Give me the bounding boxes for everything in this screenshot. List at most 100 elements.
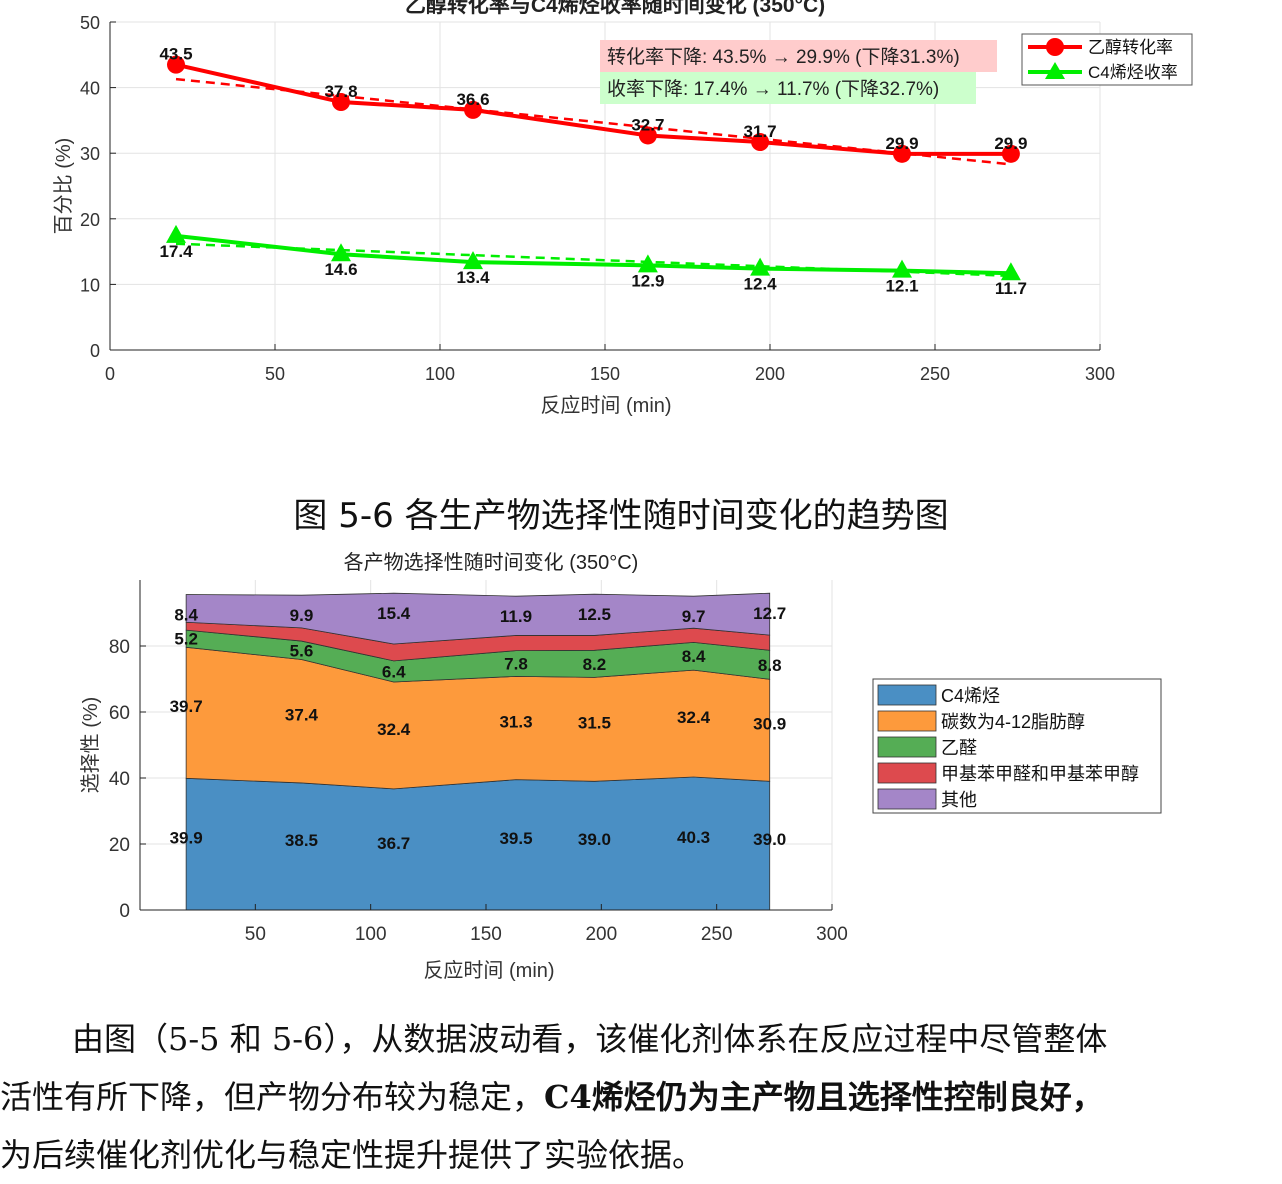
data-label: 12.5 [578,605,611,624]
y-tick-label: 80 [109,637,130,658]
data-label: 31.5 [578,714,611,733]
data-label: 43.5 [159,45,192,64]
data-point [1001,144,1020,163]
data-label: 5.2 [174,630,198,649]
legend-label: 乙醇转化率 [1088,38,1173,57]
data-label: 37.8 [324,82,357,101]
annotation-text: 转化率下降: 43.5% → 29.9% (下降31.3%) [607,46,960,68]
paragraph-line-2: 活性有所下降，但产物分布较为稳定，C4烯烃仍为主产物且选择性控制良好， [0,1068,1282,1126]
y-tick-label: 50 [80,13,100,33]
annotation-box [600,72,976,104]
data-label: 15.4 [377,604,411,623]
data-label: 12.1 [885,277,918,296]
y-tick-label: 10 [80,275,100,295]
y-tick-label: 30 [80,144,100,164]
selectivity-area-chart: 39.9 38.5 36.7 39.5 39.0 40.3 39.0 39.7 37.4 32.4… [79,551,1162,982]
data-point [638,126,657,145]
data-point [1000,262,1021,281]
data-point [331,243,351,262]
legend-marker [1045,62,1065,79]
x-tick-label: 50 [265,364,285,384]
y-tick-label: 60 [109,703,130,724]
x-tick-label: 50 [245,924,266,945]
data-label: 36.6 [456,90,489,109]
trend-line [175,77,1012,166]
data-label: 39.9 [170,829,203,848]
data-point [166,224,186,243]
x-tick-label: 150 [590,364,620,384]
data-label: 38.5 [285,831,318,850]
data-label: 8.8 [758,656,782,675]
paragraph-line-3: 为后续催化剂优化与稳定性提升提供了实验依据。 [0,1136,705,1174]
paragraph-line-1: 由图（5-5 和 5-6），从数据波动看，该催化剂体系在反应过程中尽管整体 [72,1020,1108,1058]
x-tick-label: 100 [355,924,387,945]
x-axis-title: 反应时间 (min) [423,959,554,982]
data-label: 12.7 [753,604,786,623]
data-label: 14.6 [324,260,357,279]
data-label: 12.9 [631,271,664,290]
y-axis-title: 选择性 (%) [79,697,102,794]
data-label: 39.5 [499,829,532,848]
x-tick-label: 250 [920,364,950,384]
data-label: 8.2 [583,655,607,674]
legend-swatch [877,710,937,732]
data-label: 6.4 [382,662,406,681]
data-label: 29.9 [994,134,1027,153]
data-point [332,93,350,112]
data-point [751,133,770,152]
data-point [750,257,771,276]
x-tick-label: 250 [701,924,733,945]
x-tick-label: 200 [755,364,785,384]
y-tick-label: 40 [80,79,100,99]
annotation-text: 收率下降: 17.4% → 11.7% (下降32.7%) [607,78,939,100]
y-tick-label: 0 [119,901,130,922]
y-tick-label: 20 [109,835,130,856]
data-label: 8.4 [682,647,706,666]
data-label: 32.7 [631,115,664,134]
data-point [893,144,911,163]
data-label: 37.4 [285,706,319,725]
data-label: 9.7 [682,607,706,626]
data-label: 31.3 [499,712,532,731]
data-label: 39.0 [578,830,611,849]
data-label: 7.8 [504,654,528,673]
y-axis-title: 百分比 (%) [52,138,75,235]
data-label: 36.7 [377,834,410,853]
data-label: 39.7 [170,697,203,716]
data-label: 12.4 [744,275,778,294]
area-band [185,592,771,645]
legend-label: 碳数为4-12脂肪醇 [941,712,1085,732]
legend-swatch [877,788,937,810]
chart-title: 各产物选择性随时间变化 (350°C) [344,551,639,574]
x-axis-title: 反应时间 (min) [540,394,671,417]
legend-swatch [877,736,937,758]
legend-label: C4烯烃收率 [1088,63,1178,82]
data-label: 11.7 [995,279,1027,298]
data-label: 11.9 [500,607,532,626]
data-label: 32.4 [377,720,411,739]
data-point [167,55,185,74]
paragraph-line-2-normal: 活性有所下降，但产物分布较为稳定， [0,1078,545,1116]
y-tick-label: 40 [109,769,130,790]
data-point [463,251,483,270]
data-label: 17.4 [159,242,193,261]
y-tick-label: 0 [90,341,100,361]
annotation-box [600,40,997,72]
data-point [892,259,912,278]
legend-swatch [877,684,937,706]
figure-caption: 图 5-6 各生产物选择性随时间变化的趋势图 [293,496,949,536]
data-label: 31.7 [744,122,777,141]
data-label: 40.3 [677,828,710,847]
legend-marker [1046,38,1064,56]
chart-title: 乙醇转化率与C4烯烃收率随时间变化 (350°C) [405,0,825,17]
legend-label: 乙醛 [941,738,977,758]
data-point [464,100,482,119]
x-tick-label: 300 [816,924,848,945]
data-label: 8.4 [174,605,198,624]
x-tick-label: 100 [425,364,455,384]
data-label: 13.4 [456,268,490,287]
legend-label: 甲基苯甲醛和甲基苯甲醇 [941,764,1139,784]
data-label: 9.9 [290,606,314,625]
data-label: 39.0 [753,830,786,849]
legend-label: 其他 [941,790,977,810]
